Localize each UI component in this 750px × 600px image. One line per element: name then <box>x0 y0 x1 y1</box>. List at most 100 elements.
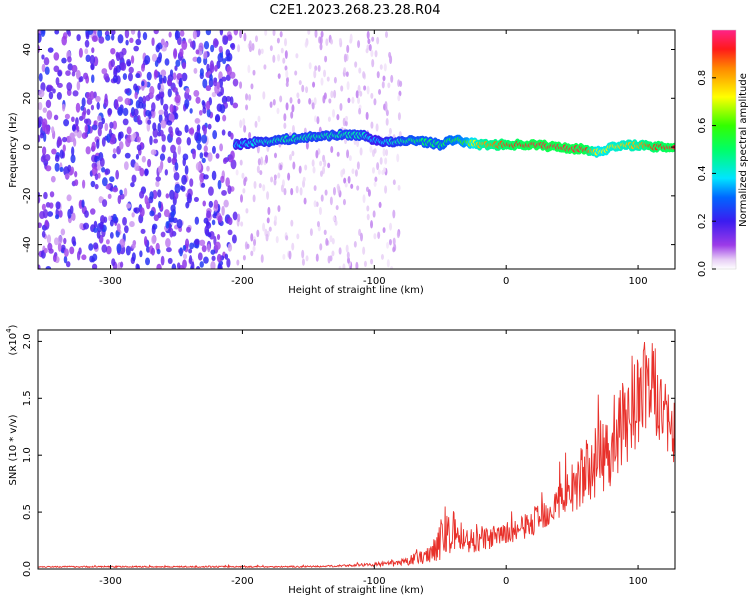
heatmap-cell <box>109 231 114 239</box>
heatmap-cell <box>276 37 280 44</box>
heatmap-cell <box>179 247 183 257</box>
heatmap-cell <box>342 263 346 269</box>
heatmap-cell <box>199 68 204 77</box>
heatmap-cell <box>118 141 124 150</box>
heatmap-cell <box>201 134 208 144</box>
heatmap-cell <box>354 169 358 177</box>
heatmap-cell <box>303 197 307 205</box>
heatmap-cell <box>62 136 68 143</box>
heatmap-cell <box>66 88 72 97</box>
heatmap-cell <box>47 47 54 53</box>
heatmap-cell <box>330 38 334 45</box>
heatmap-cell <box>319 36 323 45</box>
heatmap-cell <box>131 243 136 249</box>
heatmap-cell <box>203 174 209 180</box>
heatmap-cell <box>379 157 383 165</box>
heatmap-cell <box>345 115 349 122</box>
heatmap-cell <box>318 206 322 216</box>
heatmap-cell <box>272 30 276 36</box>
heatmap-cell <box>43 132 47 143</box>
heatmap-cell <box>320 77 324 86</box>
heatmap-cell <box>366 213 370 221</box>
heatmap-cell <box>117 106 123 117</box>
heatmap-cell <box>61 35 67 46</box>
heatmap-cell <box>109 219 114 227</box>
snr-frame <box>37 329 676 570</box>
heatmap-cell <box>211 255 216 261</box>
heatmap-cell <box>136 136 141 143</box>
heatmap-cell <box>252 69 256 76</box>
heatmap-cell <box>223 199 229 208</box>
heatmap-cell <box>112 213 117 222</box>
heatmap-cell <box>305 141 309 150</box>
heatmap-cell <box>331 250 335 257</box>
heatmap-cell <box>163 109 169 118</box>
heatmap-cell <box>42 209 49 219</box>
heatmap-cell <box>101 166 106 173</box>
heatmap-cell <box>135 153 140 160</box>
heatmap-cell <box>269 45 273 52</box>
heatmap-cell <box>277 73 281 79</box>
heatmap-cell <box>83 72 89 80</box>
heatmap-cell <box>307 30 311 35</box>
heatmap-cell <box>131 212 135 218</box>
heatmap-cell <box>114 99 119 109</box>
heatmap-cell <box>157 82 161 91</box>
heatmap-cell <box>38 89 45 98</box>
heatmap-cell <box>273 178 277 186</box>
heatmap-cell <box>392 209 396 219</box>
heatmap-cell <box>112 120 118 130</box>
heatmap-cell <box>246 243 250 249</box>
heatmap-cell <box>132 132 137 139</box>
heatmap-cell <box>195 162 202 171</box>
snr-multiplier-exp: 4 <box>5 328 13 333</box>
heatmap-cell <box>295 53 299 59</box>
heatmap-cell <box>385 149 389 156</box>
heatmap-cell <box>193 67 198 74</box>
heatmap-cell <box>346 251 350 259</box>
heatmap-cell <box>319 43 323 51</box>
heatmap-cell <box>122 118 129 126</box>
heatmap-cell <box>257 115 261 123</box>
heatmap-cell <box>365 111 369 121</box>
heatmap-cell <box>107 193 112 200</box>
heatmap-cell <box>43 57 50 66</box>
heatmap-cell <box>225 49 231 58</box>
heatmap-cell <box>333 76 337 84</box>
heatmap-cell <box>221 190 227 196</box>
heatmap-cell <box>97 115 102 122</box>
heatmap-cell <box>141 155 146 163</box>
heatmap-cell <box>379 64 383 70</box>
heatmap-cell <box>396 153 400 163</box>
heatmap-cell <box>252 194 256 203</box>
heatmap-cell <box>371 58 375 68</box>
heatmap-cell <box>115 64 121 73</box>
heatmap-cell <box>140 228 146 234</box>
heatmap-cell <box>45 266 52 269</box>
heatmap-cell <box>42 107 48 113</box>
heatmap-cell <box>149 85 155 96</box>
heatmap-cell <box>211 219 216 226</box>
heatmap-cell <box>71 64 78 73</box>
heatmap-cell <box>181 174 187 185</box>
heatmap-cell <box>173 48 178 59</box>
heatmap-cell <box>348 155 352 162</box>
heatmap-cell <box>230 132 234 140</box>
heatmap-cell <box>377 231 381 240</box>
heatmap-cell <box>204 225 210 236</box>
heatmap-cell <box>241 172 245 179</box>
heatmap-cell <box>210 260 216 269</box>
heatmap-cell <box>373 233 377 240</box>
heatmap-cell <box>91 263 98 269</box>
heatmap-cell <box>351 96 355 104</box>
heatmap-cell <box>209 63 215 74</box>
heatmap-cell <box>182 259 187 269</box>
heatmap-cell <box>71 124 76 132</box>
heatmap-cell <box>331 238 335 245</box>
heatmap-cell <box>208 186 214 196</box>
heatmap-cell <box>192 149 196 160</box>
heatmap-cell <box>386 259 390 268</box>
heatmap-cell <box>243 32 247 42</box>
heatmap-cell <box>226 258 231 268</box>
heatmap-cell <box>69 205 74 215</box>
